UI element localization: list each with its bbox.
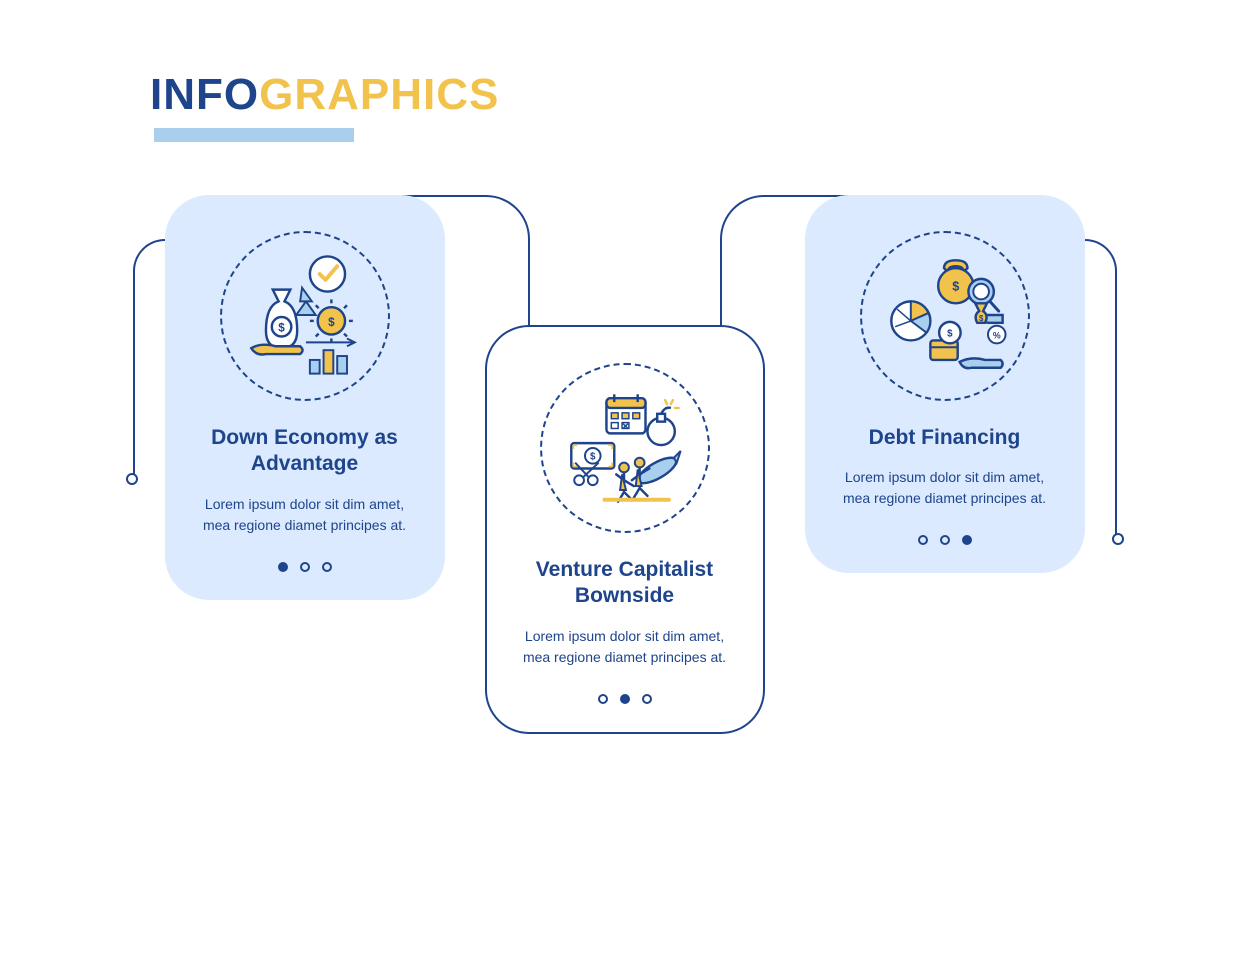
card-body: Lorem ipsum dolor sit dim amet, mea regi… xyxy=(189,494,421,536)
dot-3 xyxy=(962,535,972,545)
svg-text:$: $ xyxy=(278,322,285,335)
debt-icon: $ $ $ xyxy=(862,231,1028,401)
icon-circle-economy: $ $ xyxy=(220,231,390,401)
dot-3 xyxy=(642,694,652,704)
connector-left-end xyxy=(126,473,138,485)
icon-circle-venture: $ xyxy=(540,363,710,533)
icon-circle-debt: $ $ $ xyxy=(860,231,1030,401)
connector-left xyxy=(133,239,165,479)
svg-text:$: $ xyxy=(328,316,335,329)
svg-text:$: $ xyxy=(590,452,596,463)
svg-text:$: $ xyxy=(952,280,959,294)
card-down-economy: $ $ xyxy=(165,195,445,600)
card-body: Lorem ipsum dolor sit dim amet, mea regi… xyxy=(511,626,739,668)
dot-1 xyxy=(278,562,288,572)
dot-1 xyxy=(598,694,608,704)
title-part-1: INFO xyxy=(150,70,259,120)
card-heading: Venture Capitalist Bownside xyxy=(511,557,739,610)
svg-text:$: $ xyxy=(978,314,983,323)
dot-2 xyxy=(300,562,310,572)
pagination-dots xyxy=(598,694,652,704)
pagination-dots xyxy=(278,562,332,572)
dot-1 xyxy=(918,535,928,545)
card-debt-financing: $ $ $ xyxy=(805,195,1085,573)
dot-2 xyxy=(620,694,630,704)
card-heading: Down Economy as Advantage xyxy=(189,425,421,478)
connector-right xyxy=(1085,239,1117,539)
title-underline xyxy=(154,128,354,142)
economy-icon: $ $ xyxy=(222,231,388,401)
connector-right-end xyxy=(1112,533,1124,545)
card-heading: Debt Financing xyxy=(861,425,1029,451)
title-part-2: GRAPHICS xyxy=(259,70,499,120)
dot-2 xyxy=(940,535,950,545)
dot-3 xyxy=(322,562,332,572)
card-venture-capitalist: $ Venture Capitalist Bownside Lorem ipsu… xyxy=(485,325,765,734)
card-body: Lorem ipsum dolor sit dim amet, mea regi… xyxy=(829,467,1061,509)
pagination-dots xyxy=(918,535,972,545)
page-title-block: INFO GRAPHICS xyxy=(150,70,499,142)
cards-area: $ $ xyxy=(145,195,1105,875)
svg-text:%: % xyxy=(992,330,1000,340)
venture-icon: $ xyxy=(542,363,708,533)
svg-text:$: $ xyxy=(947,329,953,340)
